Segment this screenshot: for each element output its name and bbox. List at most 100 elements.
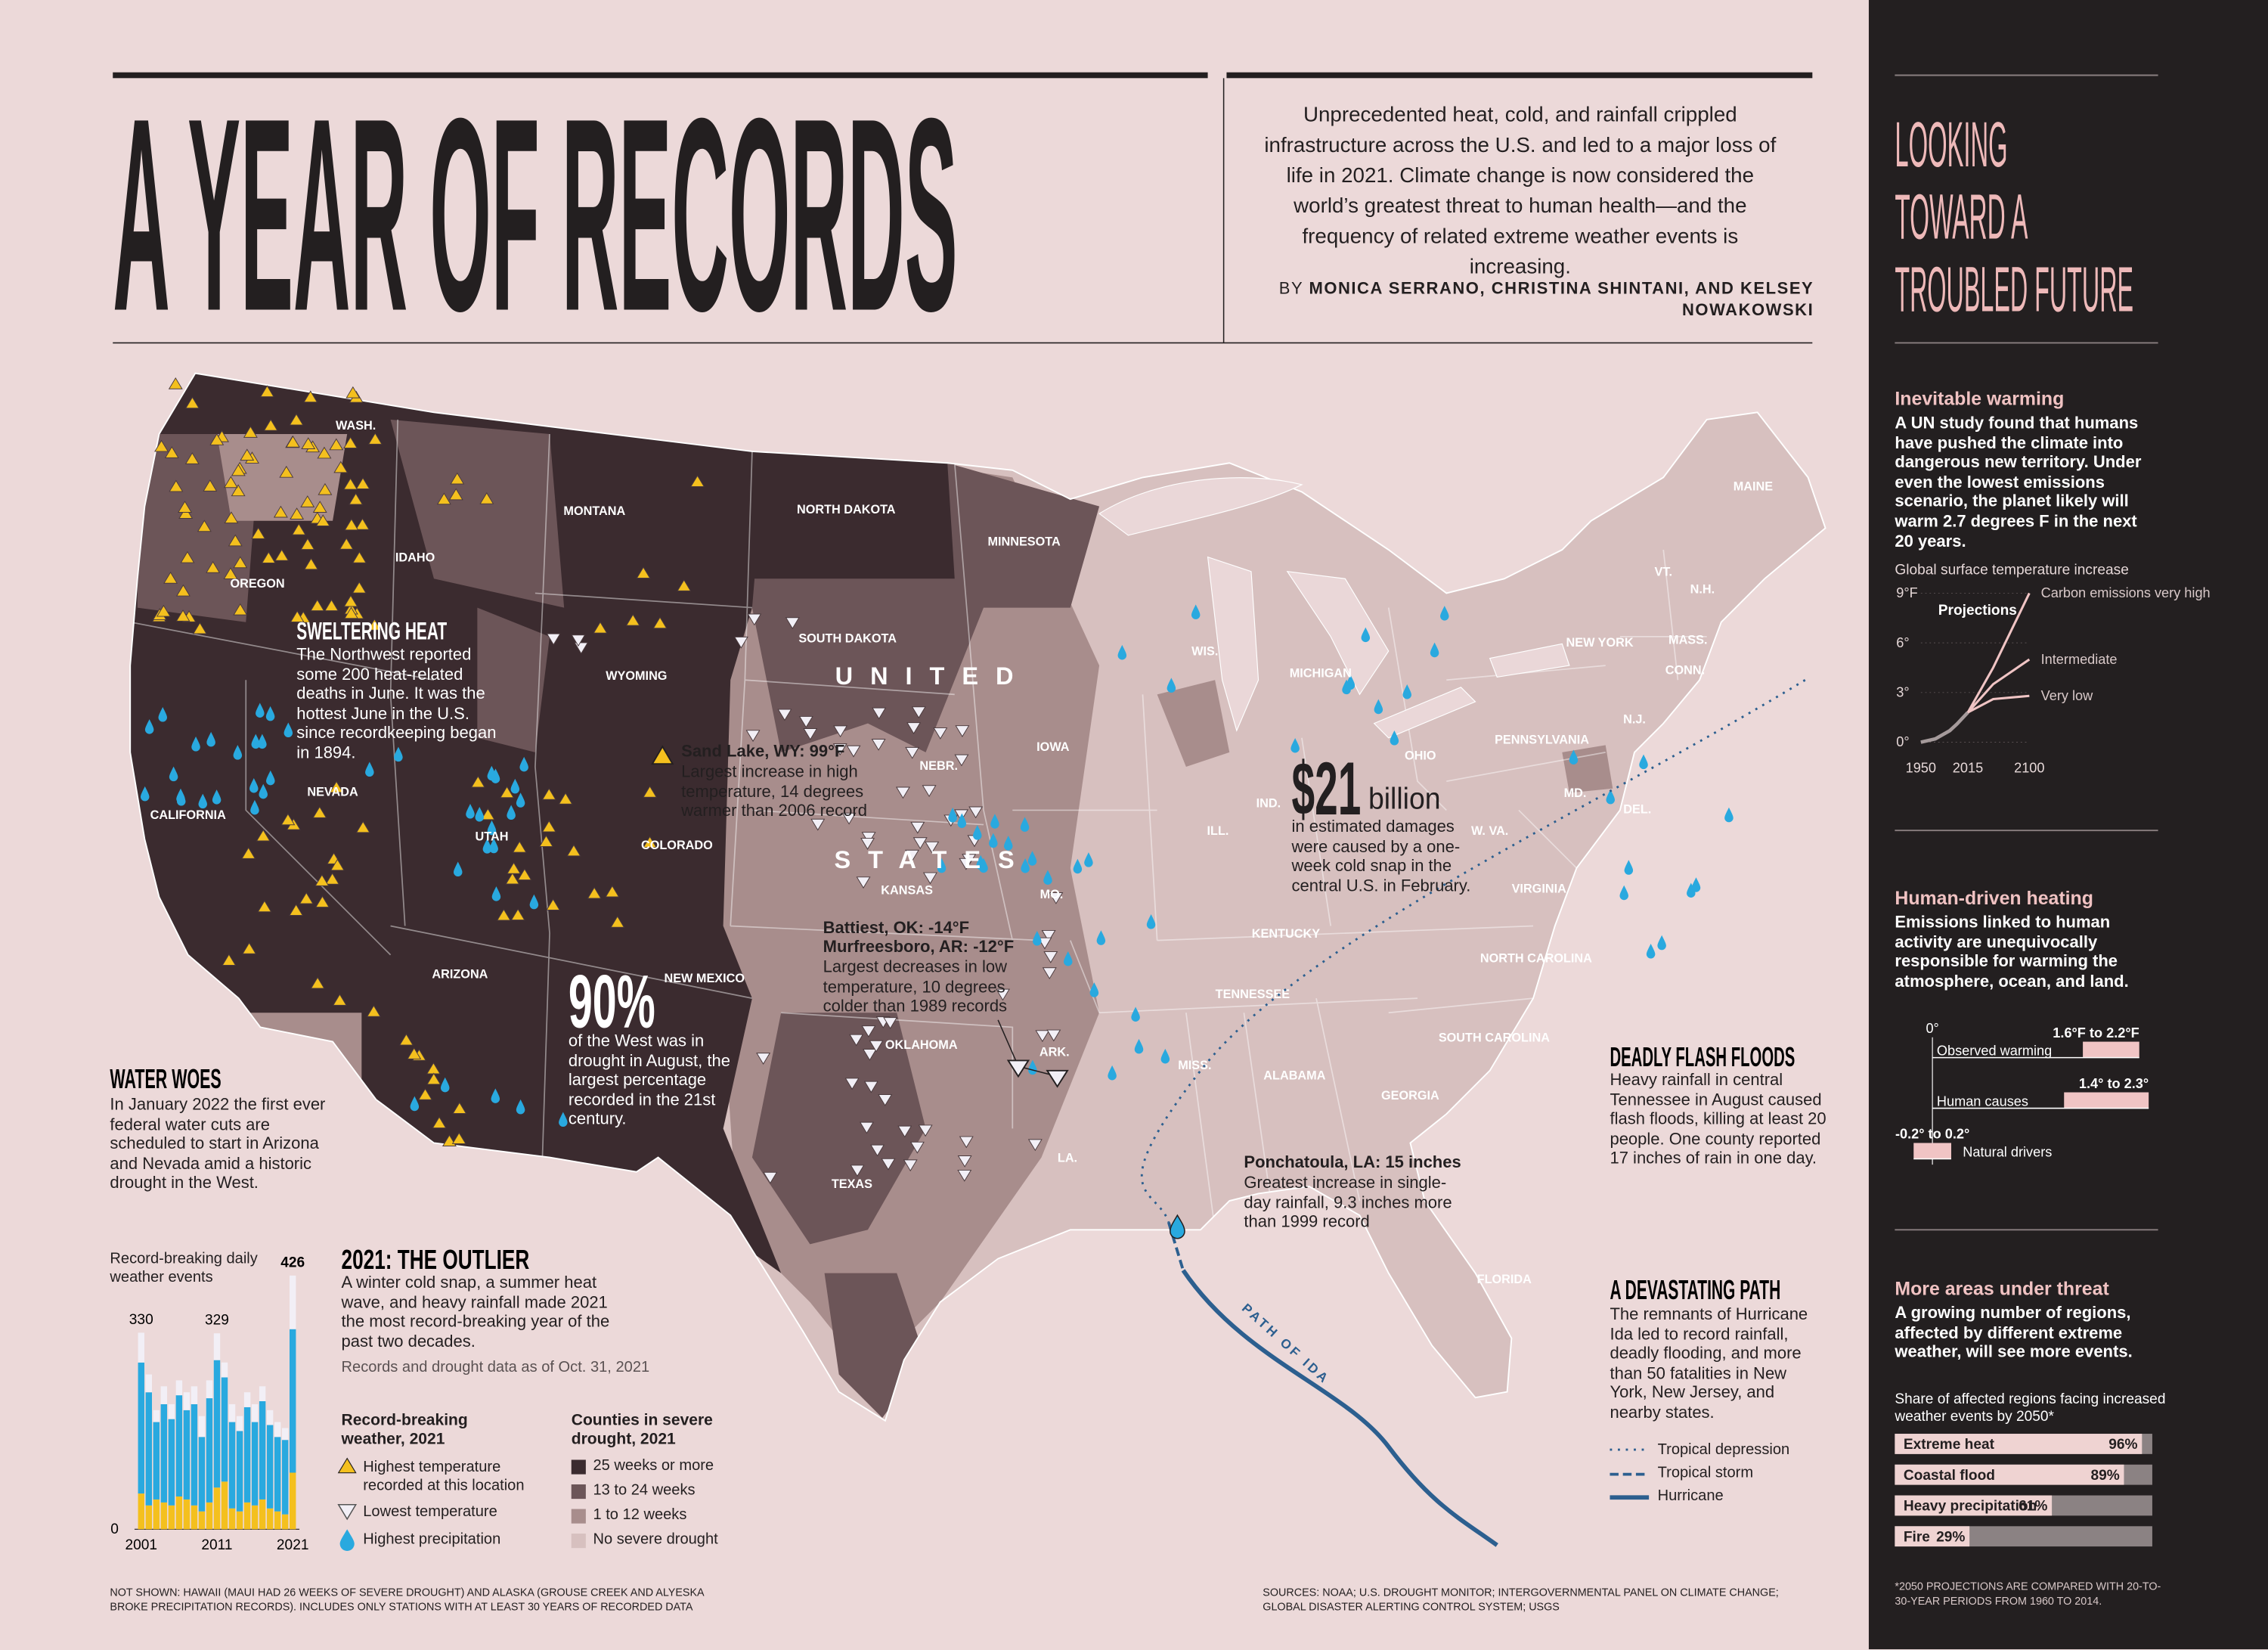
state-label: IND.: [1256, 797, 1281, 811]
annotation-text: The Northwest reported some 200 heat-rel…: [296, 647, 497, 763]
record-marker: [1361, 627, 1371, 643]
record-marker: [1374, 699, 1383, 715]
record-marker: [242, 941, 257, 954]
record-marker: [178, 507, 194, 520]
state-label: TEXAS: [832, 1177, 872, 1191]
record-marker: [407, 1047, 422, 1059]
bar-segment: [221, 1362, 228, 1378]
record-marker: [733, 636, 748, 649]
record-marker: [510, 778, 520, 794]
record-marker: [519, 756, 528, 772]
series-label: Very low: [2041, 688, 2094, 703]
record-marker: [355, 517, 370, 530]
record-marker: [223, 476, 238, 488]
record-marker: [1020, 817, 1030, 832]
value-label: 96%: [2108, 1437, 2137, 1453]
record-marker: [482, 839, 492, 854]
state-label: ILL.: [1207, 824, 1229, 838]
record-marker: [1146, 913, 1156, 929]
record-marker: [911, 706, 926, 719]
big-number-unit: billion: [1368, 782, 1441, 816]
state-label: IDAHO: [395, 551, 435, 564]
record-marker: [479, 492, 494, 504]
record-marker: [223, 567, 238, 579]
range-bar: [2083, 1041, 2139, 1058]
record-marker: [315, 514, 330, 526]
bar-segment: [236, 1431, 243, 1512]
state-label: KANSAS: [881, 883, 933, 897]
bar-segment: [206, 1380, 213, 1399]
range-bar: [1913, 1143, 1951, 1159]
record-marker: [1657, 935, 1666, 951]
chart-title: Global surface temperature increase: [1895, 563, 2129, 579]
value-label: 89%: [2090, 1468, 2119, 1484]
bar-label: Heavy precipitation: [1904, 1499, 2037, 1515]
record-marker: [1042, 967, 1057, 980]
record-marker: [257, 900, 272, 913]
record-marker: [303, 390, 318, 403]
record-marker: [1046, 1029, 1061, 1042]
record-marker: [859, 1121, 874, 1134]
record-marker: [500, 786, 515, 799]
bar-segment: [168, 1419, 175, 1506]
record-marker: [274, 548, 290, 561]
record-marker: [352, 551, 367, 563]
record-marker: [959, 858, 974, 870]
state-label: SOUTH DAKOTA: [798, 631, 897, 645]
record-marker: [233, 603, 248, 616]
record-marker: [398, 1033, 414, 1046]
record-marker: [881, 1158, 896, 1171]
record-marker: [263, 418, 278, 431]
state-label: GEORGIA: [1381, 1089, 1439, 1103]
storm-legend: [1610, 1448, 1650, 1500]
record-marker: [228, 534, 243, 547]
record-marker: [1043, 951, 1058, 963]
record-marker: [450, 472, 465, 485]
record-marker: [440, 1077, 450, 1093]
record-marker: [285, 435, 300, 448]
record-marker: [910, 821, 925, 834]
y-tick-label: 0°: [1896, 734, 1909, 749]
record-marker: [241, 847, 256, 859]
record-marker: [301, 437, 316, 449]
record-marker: [261, 551, 276, 563]
legend-symbol: [337, 1504, 358, 1521]
record-marker: [957, 1169, 972, 1182]
record-marker: [541, 787, 556, 800]
record-marker: [905, 849, 919, 862]
range-name: Natural drivers: [1963, 1145, 2052, 1160]
line: [1967, 694, 2030, 714]
record-marker: [861, 1025, 876, 1037]
annotation-text: of the West was in drought in August, th…: [568, 1033, 730, 1130]
bar-segment: [138, 1332, 144, 1363]
bar-segment: [168, 1505, 175, 1530]
bar-segment: [213, 1487, 221, 1530]
record-marker: [878, 1094, 893, 1106]
byline-prefix: BY: [1278, 281, 1303, 299]
record-marker: [1027, 851, 1037, 866]
record-marker: [1041, 929, 1056, 942]
record-marker: [844, 1078, 860, 1090]
record-marker: [289, 904, 304, 916]
record-marker: [566, 844, 581, 857]
record-marker: [212, 789, 222, 805]
record-marker: [365, 761, 374, 777]
record-marker: [418, 1087, 432, 1100]
record-marker: [491, 886, 501, 901]
bar-segment: [236, 1511, 243, 1530]
record-marker: [1096, 930, 1106, 945]
record-marker: [1131, 1006, 1140, 1022]
record-marker: [1117, 644, 1127, 660]
record-marker: [258, 734, 267, 749]
record-marker: [279, 465, 294, 478]
record-marker: [310, 976, 325, 989]
record-marker: [605, 885, 620, 898]
record-marker: [1687, 882, 1696, 898]
range-name: Observed warming: [1937, 1044, 2052, 1059]
record-marker: [169, 479, 184, 492]
bar-segment: [289, 1275, 296, 1329]
record-marker: [745, 730, 761, 743]
record-marker: [1724, 807, 1734, 823]
state-label: CONN.: [1665, 664, 1705, 678]
bar: [1895, 1464, 2124, 1485]
